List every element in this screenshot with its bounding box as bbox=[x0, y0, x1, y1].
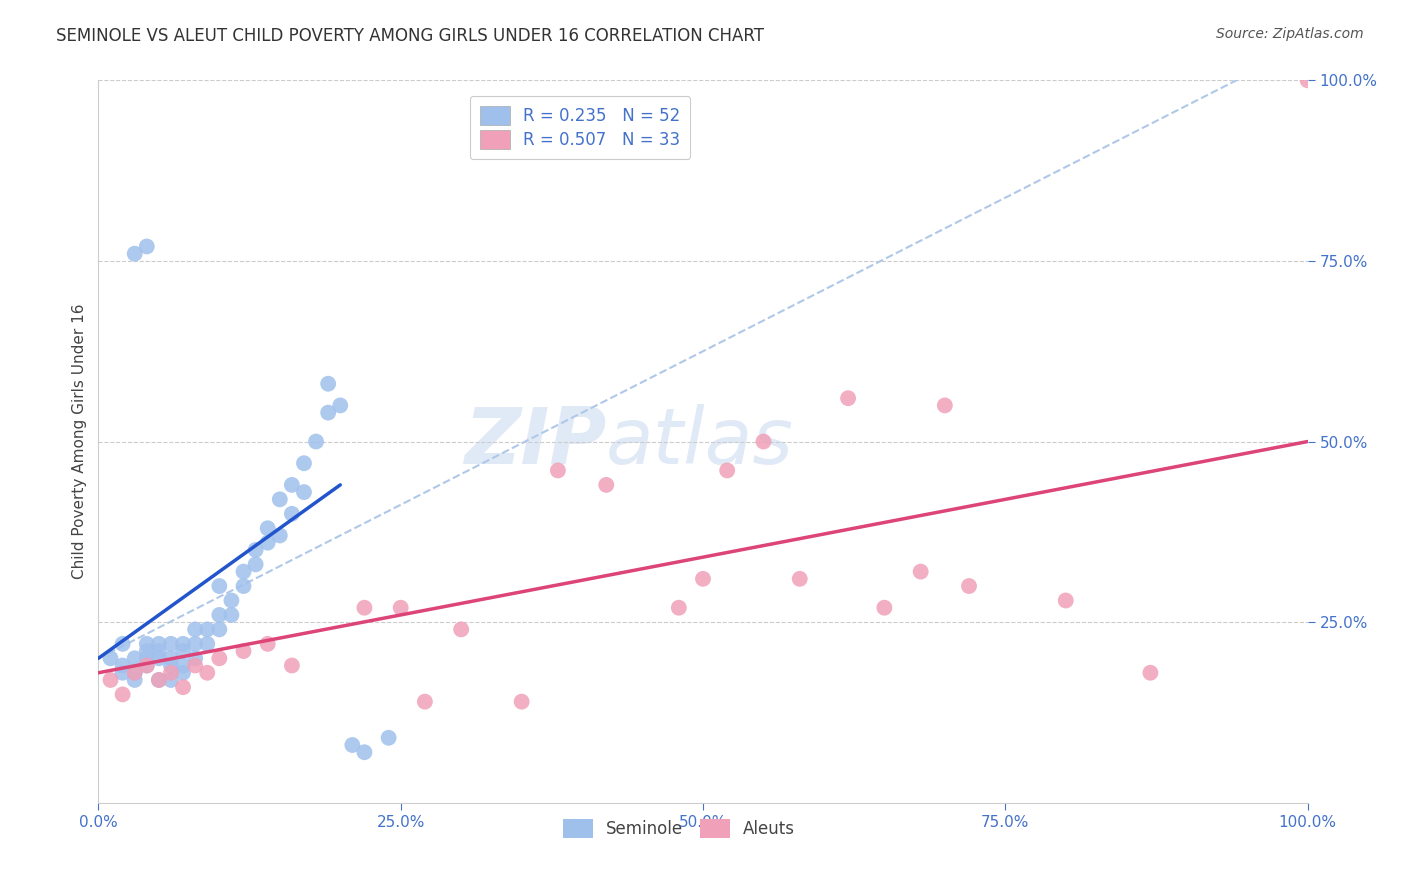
Point bbox=[413, 695, 436, 709]
Text: SEMINOLE VS ALEUT CHILD POVERTY AMONG GIRLS UNDER 16 CORRELATION CHART: SEMINOLE VS ALEUT CHILD POVERTY AMONG GI… bbox=[56, 27, 765, 45]
Point bbox=[184, 623, 207, 637]
Point bbox=[208, 651, 231, 665]
Point bbox=[245, 542, 267, 557]
Point bbox=[195, 665, 218, 680]
Point bbox=[124, 665, 146, 680]
Legend: Seminole, Aleuts: Seminole, Aleuts bbox=[555, 813, 801, 845]
Point bbox=[124, 665, 146, 680]
Point bbox=[256, 637, 278, 651]
Point bbox=[148, 637, 170, 651]
Point bbox=[100, 673, 122, 687]
Point bbox=[305, 434, 328, 449]
Point bbox=[124, 246, 146, 260]
Point bbox=[752, 434, 775, 449]
Point bbox=[111, 665, 134, 680]
Point bbox=[232, 644, 254, 658]
Point bbox=[135, 239, 157, 253]
Point bbox=[281, 478, 304, 492]
Point bbox=[232, 579, 254, 593]
Point bbox=[195, 623, 218, 637]
Point bbox=[111, 658, 134, 673]
Point bbox=[269, 492, 291, 507]
Point bbox=[281, 658, 304, 673]
Point bbox=[135, 644, 157, 658]
Point bbox=[910, 565, 932, 579]
Point bbox=[256, 535, 278, 549]
Point bbox=[353, 600, 375, 615]
Point bbox=[160, 637, 183, 651]
Point bbox=[957, 579, 980, 593]
Point bbox=[172, 680, 194, 694]
Text: atlas: atlas bbox=[606, 403, 794, 480]
Point bbox=[148, 673, 170, 687]
Point bbox=[281, 507, 304, 521]
Point bbox=[269, 528, 291, 542]
Point bbox=[232, 565, 254, 579]
Point bbox=[837, 391, 859, 405]
Point bbox=[172, 658, 194, 673]
Point bbox=[873, 600, 896, 615]
Point bbox=[184, 637, 207, 651]
Point bbox=[316, 376, 339, 391]
Text: ZIP: ZIP bbox=[464, 403, 606, 480]
Point bbox=[329, 398, 352, 412]
Point bbox=[668, 600, 690, 615]
Point bbox=[547, 463, 569, 477]
Point bbox=[256, 521, 278, 535]
Y-axis label: Child Poverty Among Girls Under 16: Child Poverty Among Girls Under 16 bbox=[72, 304, 87, 579]
Point bbox=[934, 398, 956, 412]
Point bbox=[135, 651, 157, 665]
Point bbox=[148, 673, 170, 687]
Point bbox=[195, 637, 218, 651]
Point bbox=[292, 485, 315, 500]
Point bbox=[160, 673, 183, 687]
Point bbox=[111, 687, 134, 701]
Point bbox=[124, 651, 146, 665]
Point bbox=[208, 607, 231, 622]
Point bbox=[510, 695, 533, 709]
Point bbox=[342, 738, 364, 752]
Point bbox=[100, 651, 122, 665]
Point bbox=[221, 593, 243, 607]
Point bbox=[221, 607, 243, 622]
Point bbox=[124, 673, 146, 687]
Point bbox=[172, 644, 194, 658]
Point bbox=[160, 665, 183, 680]
Point bbox=[111, 637, 134, 651]
Point bbox=[692, 572, 714, 586]
Point bbox=[135, 658, 157, 673]
Point bbox=[789, 572, 811, 586]
Point bbox=[353, 745, 375, 759]
Point bbox=[292, 456, 315, 470]
Point bbox=[148, 651, 170, 665]
Point bbox=[160, 658, 183, 673]
Point bbox=[172, 665, 194, 680]
Point bbox=[1139, 665, 1161, 680]
Point bbox=[1054, 593, 1077, 607]
Point bbox=[208, 579, 231, 593]
Point bbox=[184, 651, 207, 665]
Point bbox=[377, 731, 399, 745]
Point bbox=[595, 478, 617, 492]
Point bbox=[716, 463, 738, 477]
Point bbox=[316, 406, 339, 420]
Point bbox=[135, 658, 157, 673]
Point bbox=[172, 637, 194, 651]
Point bbox=[389, 600, 412, 615]
Text: Source: ZipAtlas.com: Source: ZipAtlas.com bbox=[1216, 27, 1364, 41]
Point bbox=[450, 623, 472, 637]
Point bbox=[148, 644, 170, 658]
Point bbox=[135, 637, 157, 651]
Point bbox=[160, 651, 183, 665]
Point bbox=[184, 658, 207, 673]
Point bbox=[245, 558, 267, 572]
Point bbox=[1296, 73, 1319, 87]
Point bbox=[208, 623, 231, 637]
